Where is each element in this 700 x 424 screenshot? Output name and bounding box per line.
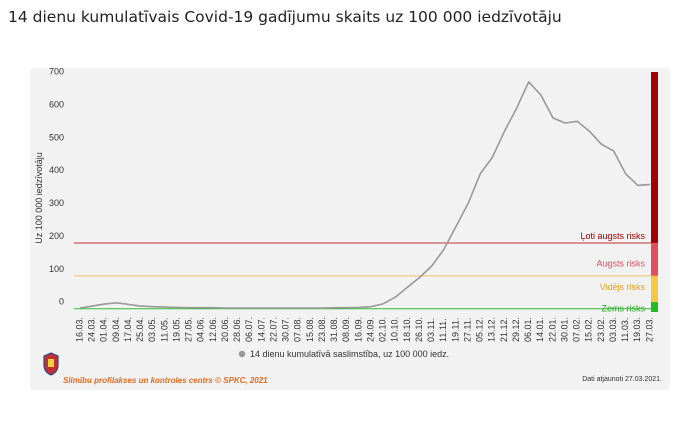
page-title: 14 dienu kumulatīvais Covid-19 gadījumu … bbox=[8, 8, 562, 26]
x-tick-label: 27.11. bbox=[462, 318, 472, 342]
x-tick-label: 04.06. bbox=[196, 317, 206, 342]
risk-band-medium bbox=[651, 275, 658, 303]
y-axis-label: Uz 100 000 iedzīvotāju bbox=[34, 152, 44, 244]
y-tick-label: 400 bbox=[49, 165, 64, 175]
risk-labels: Ļoti augsts risks Augsts risks Vidējs risk… bbox=[580, 231, 645, 314]
threshold-lines bbox=[74, 242, 651, 310]
x-tick-label: 02.10. bbox=[378, 317, 388, 342]
x-axis: 16.03. 24.03. 01.04. 09.04. 17.04. 25.04. 03.0… bbox=[74, 317, 654, 342]
y-tick-label: 300 bbox=[49, 198, 64, 208]
y-tick-label: 500 bbox=[49, 132, 64, 142]
legend-label: 14 dienu kumulatīvā saslimstība, uz 100 … bbox=[250, 349, 449, 359]
y-tick-label: 100 bbox=[49, 264, 64, 274]
spkc-logo-icon bbox=[43, 352, 59, 376]
x-tick-label: 15.08. bbox=[305, 317, 315, 342]
x-tick-label: 11.11. bbox=[438, 318, 448, 342]
x-tick-label: 03.05. bbox=[147, 317, 157, 342]
x-tick-label: 13.12. bbox=[487, 317, 497, 342]
risk-label: Augsts risks bbox=[596, 259, 645, 269]
x-tick-label: 03.03. bbox=[608, 317, 618, 342]
y-tick-label: 600 bbox=[49, 99, 64, 109]
x-tick-label: 01.04. bbox=[99, 317, 109, 342]
x-tick-label: 07.08. bbox=[293, 317, 303, 342]
x-tick-label: 15.02. bbox=[584, 317, 594, 342]
x-tick-label: 09.04. bbox=[111, 317, 121, 342]
x-tick-label: 03.11. bbox=[426, 318, 436, 342]
x-tick-label: 20.06. bbox=[220, 317, 230, 342]
x-tick-label: 24.03. bbox=[87, 317, 97, 342]
x-tick-label: 05.12. bbox=[475, 317, 485, 342]
risk-label: Vidējs risks bbox=[600, 282, 646, 292]
risk-bands bbox=[651, 72, 658, 312]
x-tick-label: 19.11. bbox=[450, 318, 460, 342]
x-tick-label: 25.04. bbox=[135, 317, 145, 342]
x-tick-label: 27.05. bbox=[184, 317, 194, 342]
x-tick-label: 16.09. bbox=[353, 317, 363, 342]
x-tick-label: 11.05. bbox=[159, 318, 169, 342]
x-tick-label: 30.01. bbox=[559, 317, 569, 342]
x-tick-label: 28.06. bbox=[232, 317, 242, 342]
risk-band-low bbox=[651, 302, 658, 312]
legend: 14 dienu kumulatīvā saslimstība, uz 100 … bbox=[238, 349, 449, 359]
x-tick-label: 11.03. bbox=[620, 318, 630, 342]
x-tick-label: 10.10. bbox=[390, 317, 400, 342]
x-tick-label: 16.03. bbox=[74, 317, 84, 342]
x-tick-label: 07.02. bbox=[572, 317, 582, 342]
x-tick-label: 19.03. bbox=[632, 317, 642, 342]
y-tick-label: 200 bbox=[49, 231, 64, 241]
x-tick-label: 06.07. bbox=[244, 317, 254, 342]
y-axis: 0 100 200 300 400 500 600 700 bbox=[49, 68, 64, 307]
y-tick-label: 0 bbox=[59, 297, 64, 307]
series-line bbox=[79, 81, 651, 309]
x-tick-label: 08.09. bbox=[341, 317, 351, 342]
x-tick-label: 21.12. bbox=[499, 317, 509, 342]
chart-card: 0 100 200 300 400 500 600 700 16.03. 24.03. 01.04… bbox=[30, 68, 670, 390]
x-tick-label: 29.12. bbox=[511, 317, 521, 342]
risk-label: Ļoti augsts risks bbox=[580, 231, 645, 241]
x-tick-label: 22.01. bbox=[547, 317, 557, 342]
x-tick-label: 14.01. bbox=[535, 317, 545, 342]
footer-source: Slimību profilakses un kontroles centrs … bbox=[63, 376, 268, 385]
x-tick-label: 12.06. bbox=[208, 317, 218, 342]
x-tick-label: 26.10. bbox=[414, 317, 424, 342]
risk-label: Zems risks bbox=[602, 304, 646, 314]
x-tick-label: 17.04. bbox=[123, 317, 133, 342]
x-tick-label: 31.08. bbox=[329, 317, 339, 342]
x-tick-label: 18.10. bbox=[402, 317, 412, 342]
legend-marker bbox=[238, 350, 246, 358]
chart-svg: 0 100 200 300 400 500 600 700 16.03. 24.03. 01.04… bbox=[34, 68, 658, 359]
x-tick-label: 23.02. bbox=[596, 317, 606, 342]
x-tick-label: 30.07. bbox=[281, 317, 291, 342]
x-tick-label: 27.03. bbox=[644, 317, 654, 342]
x-tick-label: 06.01. bbox=[523, 317, 533, 342]
x-tick-label: 22.07. bbox=[268, 317, 278, 342]
risk-band-very-high bbox=[651, 72, 658, 243]
x-tick-label: 24.09. bbox=[365, 317, 375, 342]
x-tick-label: 23.08. bbox=[317, 317, 327, 342]
x-tick-label: 14.07. bbox=[256, 317, 266, 342]
series-layer bbox=[79, 81, 651, 309]
footer-updated: Dati atjaunoti 27.03.2021. bbox=[582, 376, 662, 383]
x-tick-label: 19.05. bbox=[171, 317, 181, 342]
y-tick-label: 700 bbox=[49, 68, 64, 77]
risk-band-high bbox=[651, 242, 658, 276]
